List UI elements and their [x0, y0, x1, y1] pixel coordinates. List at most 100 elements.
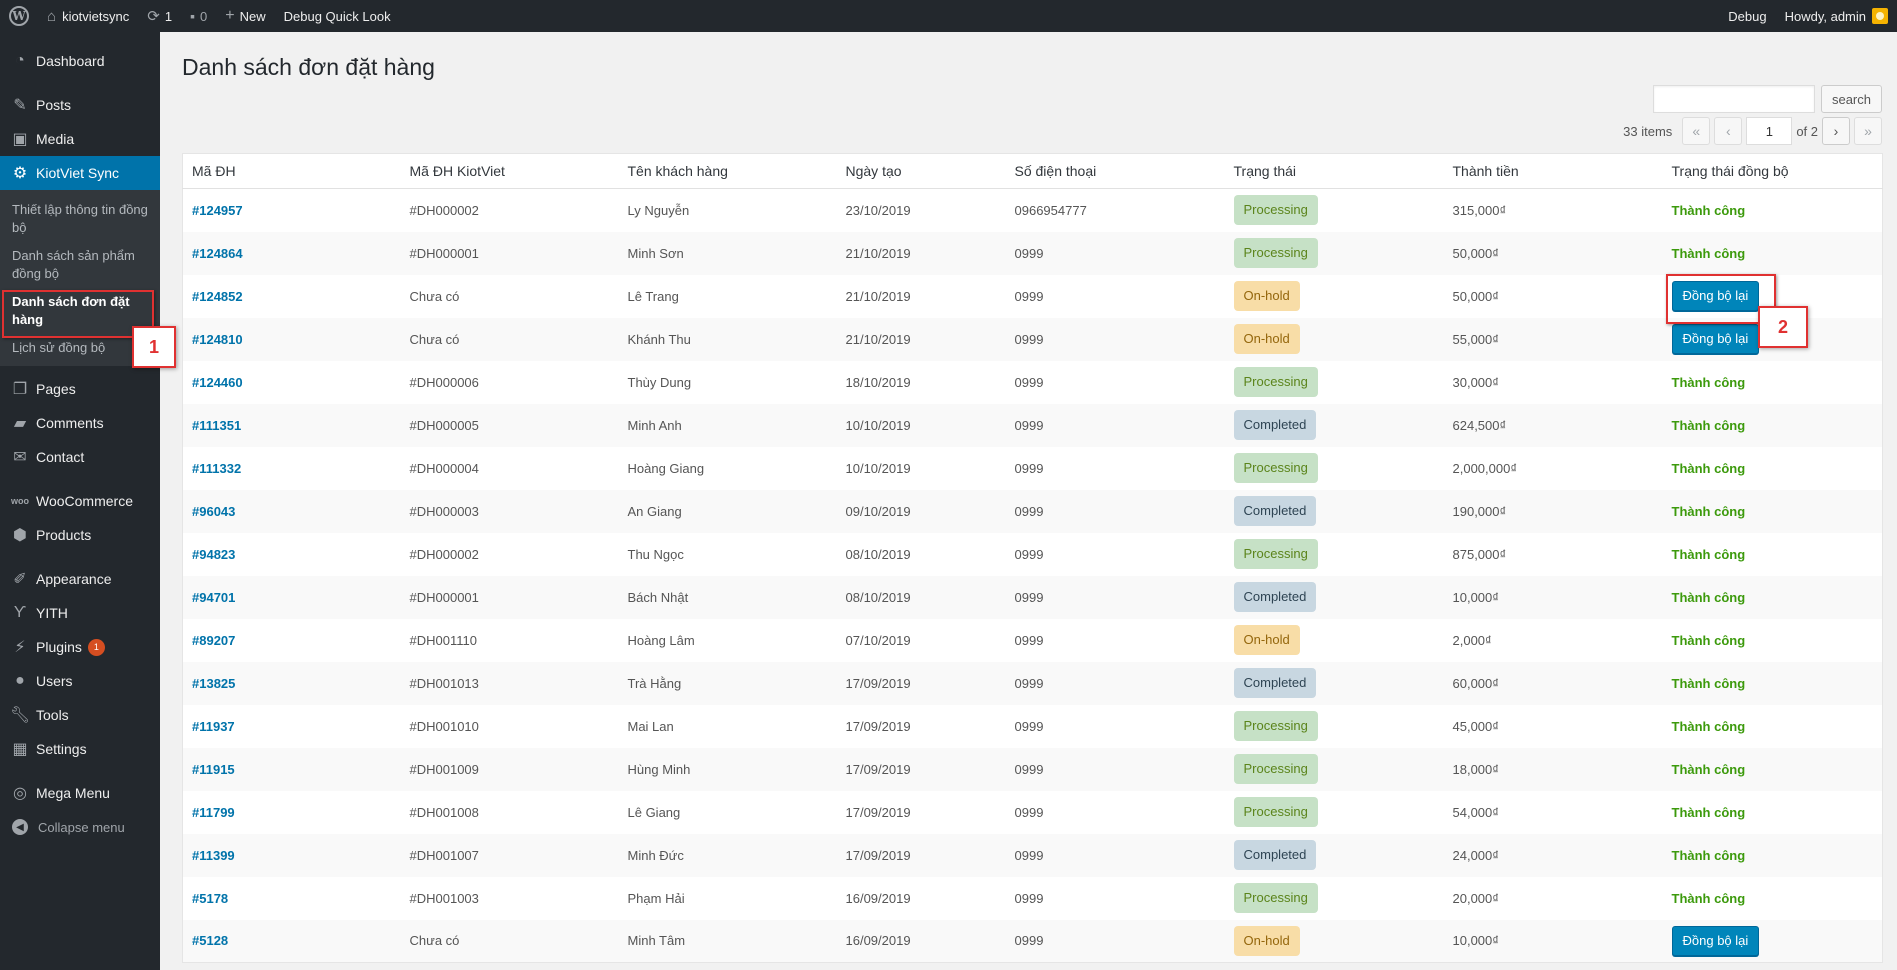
order-id-link[interactable]: #94823: [192, 546, 236, 562]
table-cell: 17/09/2019: [837, 705, 1006, 748]
menu-plugins[interactable]: ⚡ Plugins 1: [0, 630, 160, 664]
debug-link[interactable]: Debug: [1719, 0, 1775, 32]
order-id-link[interactable]: #11799: [192, 804, 235, 820]
order-id-link[interactable]: #94701: [192, 589, 236, 605]
menu-contact[interactable]: ✉ Contact: [0, 440, 160, 474]
table-cell: Hùng Minh: [618, 747, 837, 791]
collapse-menu-button[interactable]: ◀ Collapse menu: [0, 810, 160, 844]
customer-name: Hùng Minh: [627, 761, 691, 777]
table-cell: 10,000₫: [1443, 919, 1663, 963]
kiotviet-order-id: #DH001003: [409, 890, 479, 906]
order-id-link[interactable]: #124852: [192, 288, 243, 304]
table-cell: 0999: [1006, 533, 1225, 576]
order-id-link[interactable]: #124810: [192, 331, 243, 347]
order-id-link[interactable]: #11915: [192, 761, 235, 777]
submenu-sync-history[interactable]: Lịch sử đồng bộ: [12, 340, 106, 355]
phone-number: 0999: [1014, 331, 1044, 347]
table-cell: #124957: [183, 189, 401, 232]
menu-dashboard[interactable]: ◔ Dashboard: [0, 44, 160, 78]
howdy-label: Howdy, admin: [1784, 8, 1866, 24]
table-cell: 0999: [1005, 317, 1225, 361]
menu-tools[interactable]: 🔧︎ Tools: [0, 698, 160, 732]
phone-number: 0999: [1014, 761, 1044, 777]
menu-kiotviet-sync[interactable]: ⚙ KiotViet Sync: [0, 156, 160, 190]
menu-users[interactable]: ● Users: [0, 664, 160, 698]
search-button[interactable]: search: [1820, 85, 1882, 113]
table-cell: 30,000₫: [1444, 361, 1663, 404]
account-menu[interactable]: Howdy, admin: [1776, 0, 1897, 32]
menu-products[interactable]: ⬢ Products: [0, 518, 160, 552]
comments-link[interactable]: ▪ 0: [181, 0, 216, 32]
menu-posts[interactable]: ✎ Posts: [0, 88, 160, 122]
kiotviet-order-id: Chưa có: [409, 331, 460, 347]
order-date: 16/09/2019: [845, 933, 911, 949]
order-id-link[interactable]: #5128: [192, 933, 229, 949]
sync-status-success: Thành công: [1671, 847, 1746, 863]
menu-pages[interactable]: ❐ Pages: [0, 372, 160, 406]
table-cell: #13825: [182, 661, 401, 705]
order-id-link[interactable]: #96043: [192, 503, 236, 519]
order-id-link[interactable]: #11937: [192, 718, 235, 734]
customer-name: Lê Giang: [627, 804, 681, 820]
table-cell: #DH000003: [400, 489, 619, 533]
search-input[interactable]: [1652, 85, 1815, 113]
order-date: 18/10/2019: [845, 374, 911, 390]
order-id-link[interactable]: #111332: [192, 460, 242, 476]
resync-button[interactable]: Đồng bộ lại: [1671, 281, 1760, 311]
order-status-badge: Processing: [1233, 754, 1318, 784]
order-total: 18,000₫: [1452, 761, 1499, 777]
table-cell: 17/09/2019: [836, 747, 1006, 791]
table-cell: 23/10/2019: [837, 189, 1006, 232]
submenu-order-list[interactable]: Danh sách đơn đặt hàng: [12, 294, 130, 327]
menu-mega-menu[interactable]: ◎ Mega Menu: [0, 776, 160, 810]
new-content-link[interactable]: + New: [216, 0, 274, 32]
site-name-label: kiotvietsync: [62, 8, 130, 24]
order-total: 50,000₫: [1452, 245, 1499, 261]
menu-settings[interactable]: ▦ Settings: [0, 732, 160, 766]
order-total: 10,000₫: [1452, 589, 1499, 605]
table-cell: Minh Sơn: [618, 231, 837, 275]
order-id-link[interactable]: #111351: [192, 417, 242, 433]
table-cell: Trà Hằng: [618, 661, 837, 705]
order-date: 23/10/2019: [845, 202, 911, 218]
kiotviet-order-id: #DH001110: [409, 632, 477, 648]
debug-quick-look-link[interactable]: Debug Quick Look: [275, 0, 400, 32]
menu-label: Users: [36, 673, 73, 689]
table-cell: #94823: [183, 533, 401, 576]
menu-yith[interactable]: Ƴ YITH: [0, 596, 160, 630]
order-id-link[interactable]: #124864: [192, 245, 243, 261]
updates-link[interactable]: ⟳ 1: [138, 0, 181, 32]
column-header: Trạng thái đồng bộ: [1662, 153, 1883, 189]
next-page-button[interactable]: ›: [1822, 117, 1850, 145]
customer-name: Mai Lan: [627, 718, 674, 734]
wp-logo-menu[interactable]: W: [0, 0, 38, 32]
order-id-link[interactable]: #13825: [192, 675, 236, 691]
menu-comments[interactable]: ▰ Comments: [0, 406, 160, 440]
order-id-link[interactable]: #11399: [192, 847, 235, 863]
mega-menu-icon: ◎: [13, 785, 27, 802]
order-id-link[interactable]: #5178: [192, 890, 229, 906]
menu-woocommerce[interactable]: woo WooCommerce: [0, 484, 160, 518]
order-id-link[interactable]: #89207: [192, 632, 236, 648]
order-total: 54,000₫: [1452, 804, 1499, 820]
order-id-link[interactable]: #124957: [192, 202, 243, 218]
resync-button[interactable]: Đồng bộ lại: [1671, 925, 1760, 956]
resync-button[interactable]: Đồng bộ lại: [1671, 324, 1760, 354]
menu-appearance[interactable]: ✐ Appearance: [0, 562, 160, 596]
last-page-button[interactable]: »: [1854, 117, 1882, 145]
table-cell: Thành công: [1662, 403, 1883, 447]
order-id-link[interactable]: #124460: [192, 374, 243, 390]
phone-number: 0999: [1014, 460, 1044, 476]
submenu-product-list[interactable]: Danh sách sản phẩm đồng bộ: [12, 248, 135, 281]
sync-status-success: Thành công: [1671, 202, 1746, 218]
site-name-link[interactable]: ⌂ kiotvietsync: [38, 0, 138, 32]
menu-media[interactable]: ▣ Media: [0, 122, 160, 156]
pages-icon: ❐: [12, 381, 28, 398]
table-cell: 45,000₫: [1444, 705, 1663, 748]
table-cell: #DH000002: [401, 189, 619, 232]
table-cell: 55,000₫: [1443, 317, 1663, 361]
current-page-input[interactable]: 1: [1746, 117, 1793, 145]
order-total: 20,000₫: [1452, 890, 1499, 906]
submenu-sync-settings[interactable]: Thiết lập thông tin đồng bộ: [12, 202, 148, 235]
orders-table-body: #124957 #DH000002 Ly Nguyễn 23/10/2019 09669…: [182, 189, 1883, 963]
